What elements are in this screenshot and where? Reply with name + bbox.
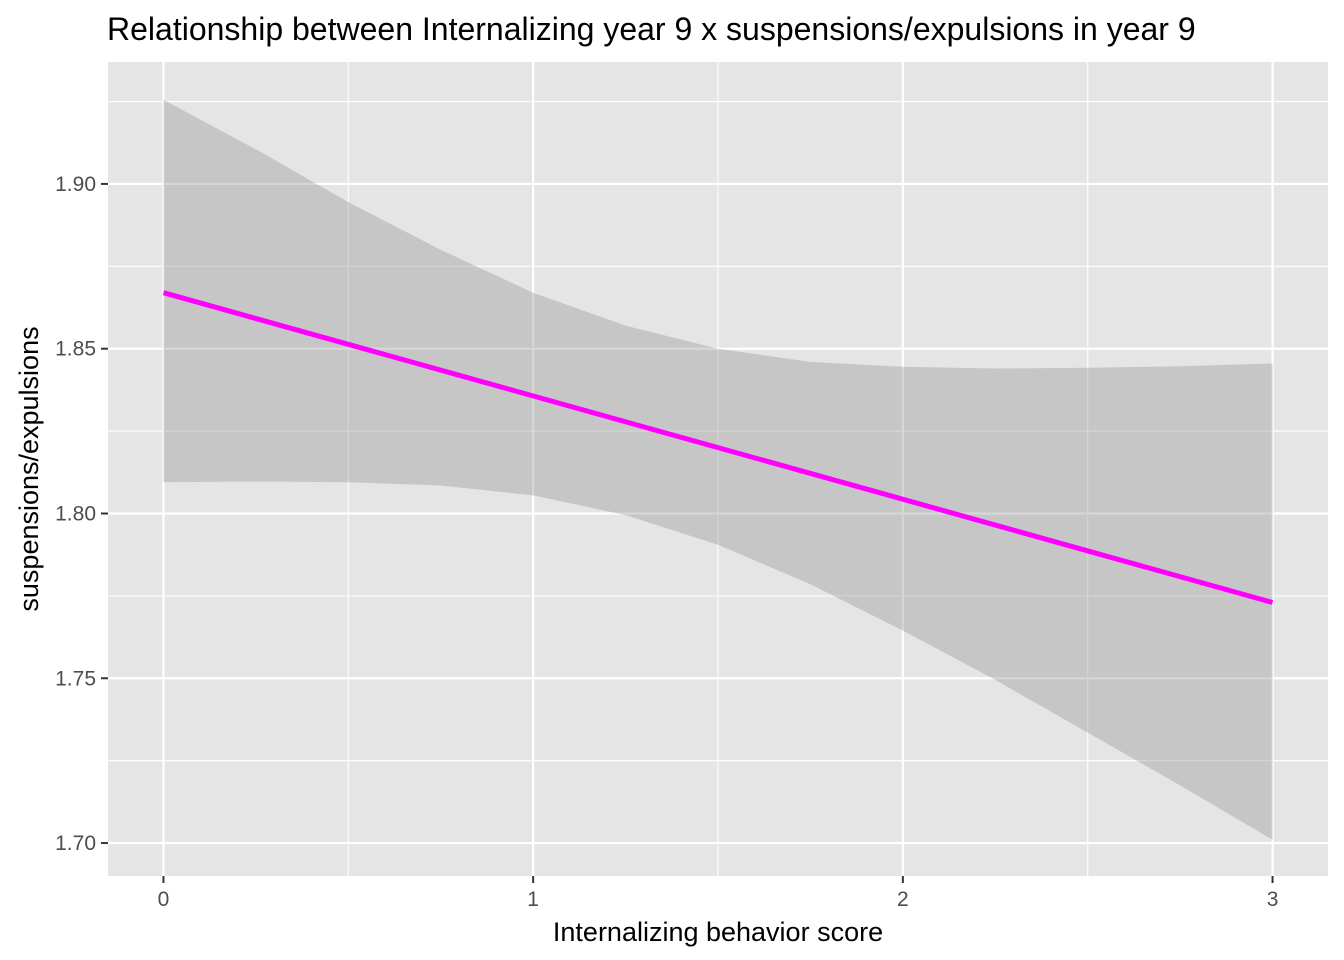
y-axis-title: suspensions/expulsions <box>14 326 44 611</box>
x-axis-ticks: 0 1 2 3 <box>158 876 1279 911</box>
x-tick-label: 2 <box>897 888 909 911</box>
x-tick-label: 1 <box>527 888 539 911</box>
chart-title: Relationship between Internalizing year … <box>107 11 1196 47</box>
regression-line <box>162 290 1274 605</box>
major-gridlines <box>108 62 1328 876</box>
x-tick-label: 3 <box>1267 888 1279 911</box>
y-tick-label: 1.80 <box>55 502 96 525</box>
x-axis-title: Internalizing behavior score <box>553 917 883 947</box>
minor-gridlines <box>108 62 1328 876</box>
x-tick-label: 0 <box>158 888 170 911</box>
confidence-ribbon <box>163 99 1273 840</box>
y-tick-label: 1.85 <box>55 338 96 361</box>
y-tick-label: 1.90 <box>55 173 96 196</box>
y-tick-label: 1.75 <box>55 667 96 690</box>
y-axis-ticks: 1.70 1.75 1.80 1.85 1.90 <box>55 173 108 855</box>
y-tick-label: 1.70 <box>55 832 96 855</box>
